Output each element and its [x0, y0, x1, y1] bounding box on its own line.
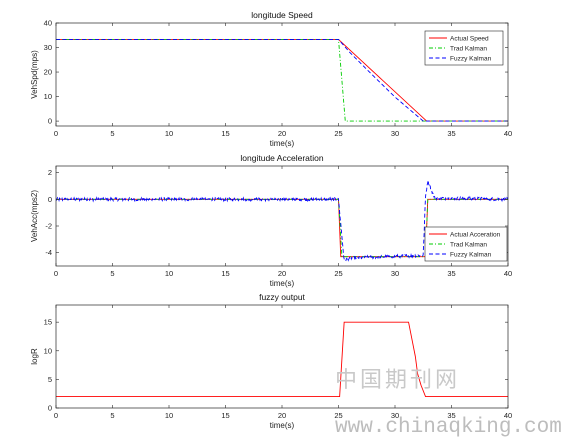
series-line-logr — [56, 321, 508, 398]
x-tick-label: 20 — [278, 129, 286, 138]
x-tick-label: 20 — [278, 411, 286, 420]
legend: Actual Acceration Trad Kalman Fuzzy Kalman — [424, 226, 508, 262]
x-tick-label: 25 — [334, 411, 342, 420]
y-tick-label: 10 — [44, 346, 52, 355]
y-tick-label: 10 — [44, 92, 52, 101]
y-tick-label: 15 — [44, 318, 52, 327]
x-tick-label: 30 — [391, 269, 399, 278]
chart-title: longitude Speed — [251, 10, 313, 20]
legend-entry: Fuzzy Kalman — [450, 55, 492, 62]
x-tick-label: 40 — [504, 269, 512, 278]
y-tick-label: -2 — [45, 222, 52, 231]
x-tick-label: 35 — [447, 269, 455, 278]
y-tick-label: 0 — [48, 195, 52, 204]
speed-chart: longitude Speed 0 5 10 15 20 25 30 35 40 0 10 20 30 40… — [30, 10, 512, 148]
x-tick-label: 10 — [165, 411, 173, 420]
x-axis-label: time(s) — [270, 139, 295, 148]
x-tick-label: 30 — [391, 129, 399, 138]
series-line-fuzzy-kalman — [56, 180, 508, 262]
x-tick-label: 25 — [334, 129, 342, 138]
y-tick-label: 5 — [48, 375, 52, 384]
x-tick-label: 0 — [54, 411, 58, 420]
x-tick-label: 10 — [165, 129, 173, 138]
x-tick-label: 10 — [165, 269, 173, 278]
x-tick-label: 0 — [54, 269, 58, 278]
x-tick-label: 40 — [504, 129, 512, 138]
series-line-trad-kalman — [56, 198, 508, 258]
legend-entry: Actual Acceration — [450, 231, 501, 238]
x-tick-label: 35 — [447, 411, 455, 420]
x-axis-label: time(s) — [270, 279, 295, 288]
legend-entry: Trad Kalman — [450, 241, 487, 248]
y-tick-label: 20 — [44, 68, 52, 77]
y-tick-label: 40 — [44, 19, 52, 28]
watermark-chinese: 中国期刊网 — [335, 368, 460, 393]
x-tick-label: 0 — [54, 129, 58, 138]
y-tick-label: 2 — [48, 168, 52, 177]
x-axis-label: time(s) — [270, 421, 295, 430]
x-tick-label: 5 — [110, 269, 114, 278]
legend: Actual Speed Trad Kalman Fuzzy Kalman — [424, 30, 504, 66]
chart-title: fuzzy output — [259, 292, 305, 302]
legend-entry: Fuzzy Kalman — [450, 251, 492, 258]
y-tick-label: -4 — [45, 248, 52, 257]
chart-title: longitude Acceleration — [240, 153, 323, 163]
y-tick-label: 0 — [48, 117, 52, 126]
y-axis-label: VehSpd(mps) — [30, 50, 39, 99]
x-tick-label: 20 — [278, 269, 286, 278]
x-tick-label: 30 — [391, 411, 399, 420]
y-tick-label: 0 — [48, 404, 52, 413]
x-tick-label: 40 — [504, 411, 512, 420]
x-tick-label: 15 — [221, 269, 229, 278]
y-axis-label: logR — [30, 348, 39, 365]
x-tick-label: 5 — [110, 129, 114, 138]
x-tick-label: 35 — [447, 129, 455, 138]
series-line-fuzzy-kalman — [56, 38, 508, 122]
y-axis-label: VehAcc(mps2) — [30, 190, 39, 242]
x-tick-label: 15 — [221, 411, 229, 420]
fuzzy-output-chart: fuzzy output 0 5 10 15 20 25 30 35 40 0 5 10 15 time(s… — [30, 292, 512, 430]
x-tick-label: 25 — [334, 269, 342, 278]
y-tick-label: 30 — [44, 43, 52, 52]
series-line-trad-kalman — [56, 38, 508, 122]
legend-entry: Trad Kalman — [450, 45, 487, 52]
watermark-url: www.chinaqking.com — [335, 416, 562, 438]
legend-entry: Actual Speed — [450, 35, 489, 42]
x-tick-label: 5 — [110, 411, 114, 420]
x-tick-label: 15 — [221, 129, 229, 138]
